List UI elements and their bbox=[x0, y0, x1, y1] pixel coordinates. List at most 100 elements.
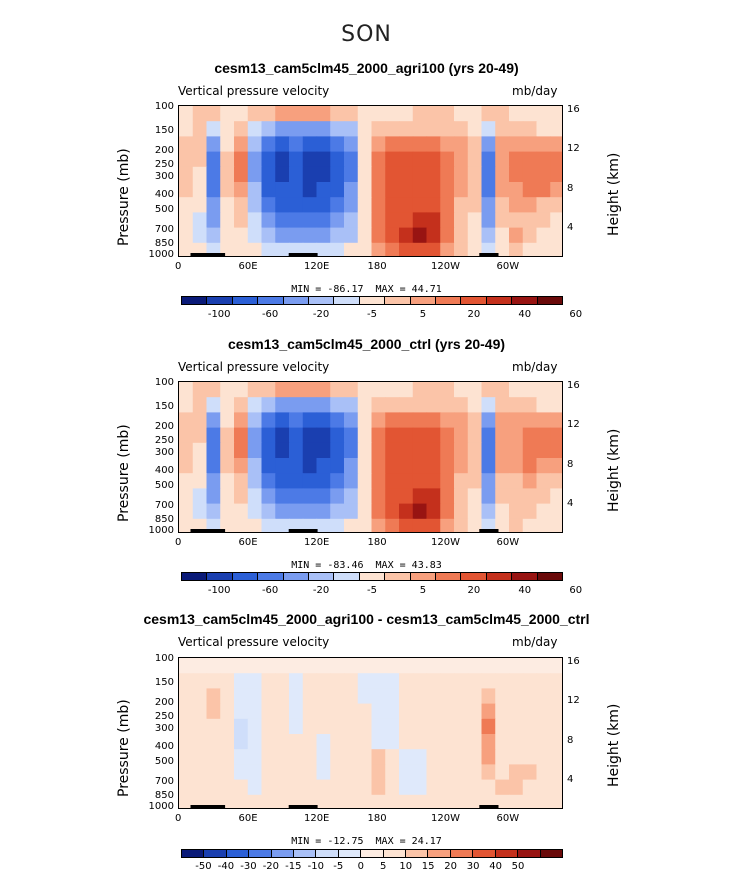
contour-field bbox=[179, 106, 562, 256]
contour-cell bbox=[206, 397, 221, 413]
contour-cell bbox=[454, 503, 469, 520]
contour-cell bbox=[550, 779, 562, 796]
contour-cell bbox=[275, 779, 290, 796]
contour-cell bbox=[179, 658, 194, 674]
contour-cell bbox=[495, 703, 510, 720]
contour-cell bbox=[192, 197, 208, 213]
contour-cell bbox=[289, 442, 304, 459]
topography-mask bbox=[288, 529, 318, 532]
contour-cell bbox=[179, 242, 194, 256]
contour-cell bbox=[412, 442, 428, 459]
colorbar-label: 5 bbox=[380, 861, 387, 872]
y-tick-label: 100 bbox=[154, 653, 174, 665]
contour-cell bbox=[440, 106, 455, 122]
contour-cell bbox=[454, 718, 469, 735]
contour-cell bbox=[454, 673, 469, 689]
y-tick-label: 200 bbox=[154, 421, 174, 433]
contour-cell bbox=[426, 749, 441, 765]
colorbar-label: 15 bbox=[421, 861, 435, 872]
contour-cell bbox=[357, 106, 373, 122]
contour-cell bbox=[261, 718, 276, 735]
contour-cell bbox=[550, 749, 562, 765]
x-tick-label: 120E bbox=[303, 537, 330, 548]
contour-cell bbox=[275, 673, 290, 689]
contour-cell bbox=[412, 703, 428, 720]
contour-cell bbox=[385, 688, 400, 705]
contour-cell bbox=[467, 197, 483, 213]
topography-mask bbox=[288, 253, 318, 256]
contour-cell bbox=[289, 412, 304, 429]
contour-cell bbox=[509, 121, 524, 137]
y2-tick-label: 12 bbox=[567, 419, 580, 431]
contour-cell bbox=[357, 749, 373, 765]
contour-cell bbox=[385, 779, 400, 796]
contour-cell bbox=[371, 794, 386, 808]
contour-cell bbox=[179, 764, 194, 781]
contour-cell bbox=[206, 212, 221, 229]
contour-cell bbox=[234, 166, 249, 183]
contour-cell bbox=[399, 166, 414, 183]
contour-cell bbox=[522, 136, 538, 153]
contour-cell bbox=[412, 764, 428, 781]
contour-cell bbox=[261, 794, 276, 808]
contour-cell bbox=[412, 412, 428, 429]
contour-cell bbox=[399, 458, 414, 474]
contour-cell bbox=[261, 488, 276, 505]
contour-cell bbox=[316, 151, 331, 168]
contour-cell bbox=[316, 121, 331, 137]
contour-cell bbox=[522, 242, 538, 256]
contour-cell bbox=[261, 764, 276, 781]
contour-cell bbox=[454, 473, 469, 489]
contour-cell bbox=[399, 734, 414, 750]
contour-cell bbox=[550, 658, 562, 674]
contour-cell bbox=[289, 106, 304, 122]
contour-cell bbox=[467, 212, 483, 229]
contour-cell bbox=[357, 458, 373, 474]
contour-cell bbox=[440, 764, 455, 781]
contour-cell bbox=[399, 227, 414, 244]
contour-cell bbox=[440, 473, 455, 489]
contour-cell bbox=[481, 764, 496, 781]
contour-cell bbox=[467, 779, 483, 796]
contour-cell bbox=[399, 749, 414, 765]
contour-cell bbox=[426, 734, 441, 750]
contour-cell bbox=[481, 658, 496, 674]
topography-mask bbox=[288, 805, 318, 808]
contour-cell bbox=[385, 242, 400, 256]
contour-cell bbox=[481, 212, 496, 229]
contour-cell bbox=[289, 794, 304, 808]
contour-cell bbox=[247, 703, 263, 720]
contour-cell bbox=[192, 703, 208, 720]
contour-cell bbox=[467, 382, 483, 398]
contour-cell bbox=[536, 488, 551, 505]
units-label: mb/day bbox=[512, 635, 558, 649]
contour-cell bbox=[357, 382, 373, 398]
y-tick-label: 400 bbox=[154, 741, 174, 753]
contour-cell bbox=[234, 488, 249, 505]
contour-cell bbox=[234, 106, 249, 122]
contour-cell bbox=[481, 166, 496, 183]
contour-cell bbox=[357, 703, 373, 720]
colorbar-swatch bbox=[512, 297, 538, 304]
contour-cell bbox=[344, 503, 359, 520]
contour-cell bbox=[316, 212, 331, 229]
contour-cell bbox=[220, 442, 235, 459]
contour-cell bbox=[316, 166, 331, 183]
colorbar-label: -20 bbox=[312, 309, 330, 320]
contour-cell bbox=[192, 166, 208, 183]
colorbar-label: -20 bbox=[262, 861, 280, 872]
contour-cell bbox=[399, 121, 414, 137]
contour-cell bbox=[509, 488, 524, 505]
contour-cell bbox=[179, 458, 194, 474]
contour-cell bbox=[440, 151, 455, 168]
contour-cell bbox=[371, 121, 386, 137]
contour-cell bbox=[247, 227, 263, 244]
contour-cell bbox=[247, 658, 263, 674]
contour-cell bbox=[289, 779, 304, 796]
contour-cell bbox=[454, 227, 469, 244]
contour-cell bbox=[371, 458, 386, 474]
contour-cell bbox=[192, 688, 208, 705]
contour-cell bbox=[412, 182, 428, 198]
contour-cell bbox=[206, 412, 221, 429]
contour-cell bbox=[261, 227, 276, 244]
